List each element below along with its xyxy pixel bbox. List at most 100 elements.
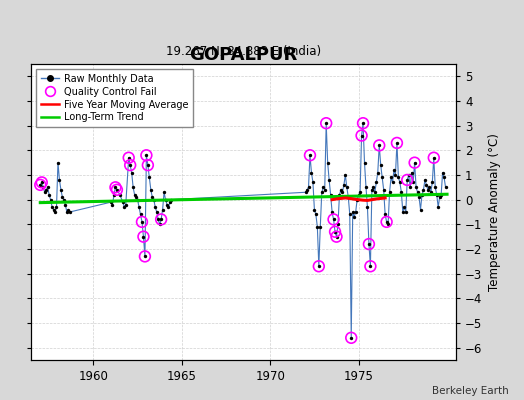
Point — [60, 196, 68, 203]
Point — [165, 204, 173, 210]
Point — [316, 224, 324, 230]
Point — [167, 196, 176, 203]
Point — [125, 154, 133, 161]
Point — [139, 234, 148, 240]
Point — [332, 234, 341, 240]
Point — [388, 179, 397, 186]
Point — [322, 120, 331, 126]
Point — [390, 167, 398, 173]
Point — [384, 221, 392, 228]
Point — [405, 172, 413, 178]
Point — [129, 184, 137, 190]
Point — [306, 152, 314, 158]
Point — [332, 234, 341, 240]
Point — [331, 228, 339, 235]
Point — [417, 206, 425, 213]
Point — [341, 172, 350, 178]
Point — [400, 204, 409, 210]
Point — [141, 253, 149, 260]
Point — [381, 211, 389, 218]
Point — [434, 204, 442, 210]
Point — [166, 199, 174, 205]
Point — [36, 182, 45, 188]
Point — [425, 184, 433, 190]
Point — [377, 162, 385, 168]
Point — [130, 192, 139, 198]
Point — [365, 241, 373, 247]
Point — [356, 189, 364, 196]
Point — [43, 184, 52, 190]
Point — [113, 186, 121, 193]
Point — [435, 194, 444, 200]
Point — [424, 186, 432, 193]
Point — [301, 189, 310, 196]
Point — [401, 209, 410, 215]
Point — [38, 179, 46, 186]
Point — [126, 162, 134, 168]
Y-axis label: Temperature Anomaly (°C): Temperature Anomaly (°C) — [488, 133, 501, 291]
Point — [111, 184, 119, 190]
Point — [132, 194, 140, 200]
Point — [363, 204, 372, 210]
Point — [406, 184, 414, 190]
Point — [111, 184, 119, 190]
Point — [412, 184, 420, 190]
Point — [393, 140, 401, 146]
Point — [154, 216, 162, 223]
Point — [347, 334, 355, 341]
Point — [430, 154, 438, 161]
Point — [321, 186, 329, 193]
Point — [42, 186, 50, 193]
Point — [340, 182, 348, 188]
Point — [439, 169, 447, 176]
Point — [126, 162, 134, 168]
Point — [61, 202, 70, 208]
Point — [338, 189, 346, 196]
Point — [383, 219, 391, 225]
Point — [413, 189, 422, 196]
Point — [353, 196, 362, 203]
Point — [134, 196, 142, 203]
Point — [52, 204, 61, 210]
Point — [330, 216, 338, 223]
Point — [335, 192, 344, 198]
Point — [152, 209, 161, 215]
Point — [66, 209, 74, 215]
Point — [49, 206, 58, 213]
Point — [387, 174, 395, 181]
Point — [54, 160, 62, 166]
Point — [331, 228, 339, 235]
Point — [318, 189, 326, 196]
Point — [330, 216, 338, 223]
Point — [432, 192, 441, 198]
Point — [354, 192, 363, 198]
Point — [418, 192, 426, 198]
Text: Berkeley Earth: Berkeley Earth — [432, 386, 508, 396]
Point — [410, 160, 419, 166]
Point — [385, 189, 394, 196]
Point — [347, 334, 355, 341]
Point — [135, 204, 143, 210]
Point — [357, 132, 366, 139]
Point — [158, 206, 167, 213]
Point — [440, 174, 448, 181]
Point — [145, 174, 154, 181]
Point — [40, 189, 49, 196]
Point — [346, 211, 354, 218]
Point — [361, 160, 369, 166]
Point — [403, 177, 411, 183]
Point — [366, 263, 375, 270]
Point — [372, 179, 380, 186]
Point — [307, 169, 315, 176]
Point — [156, 221, 164, 228]
Point — [57, 186, 65, 193]
Point — [310, 206, 319, 213]
Point — [344, 194, 353, 200]
Point — [419, 186, 428, 193]
Point — [362, 184, 370, 190]
Point — [314, 263, 323, 270]
Point — [55, 177, 63, 183]
Point — [110, 192, 118, 198]
Point — [325, 177, 333, 183]
Point — [378, 174, 386, 181]
